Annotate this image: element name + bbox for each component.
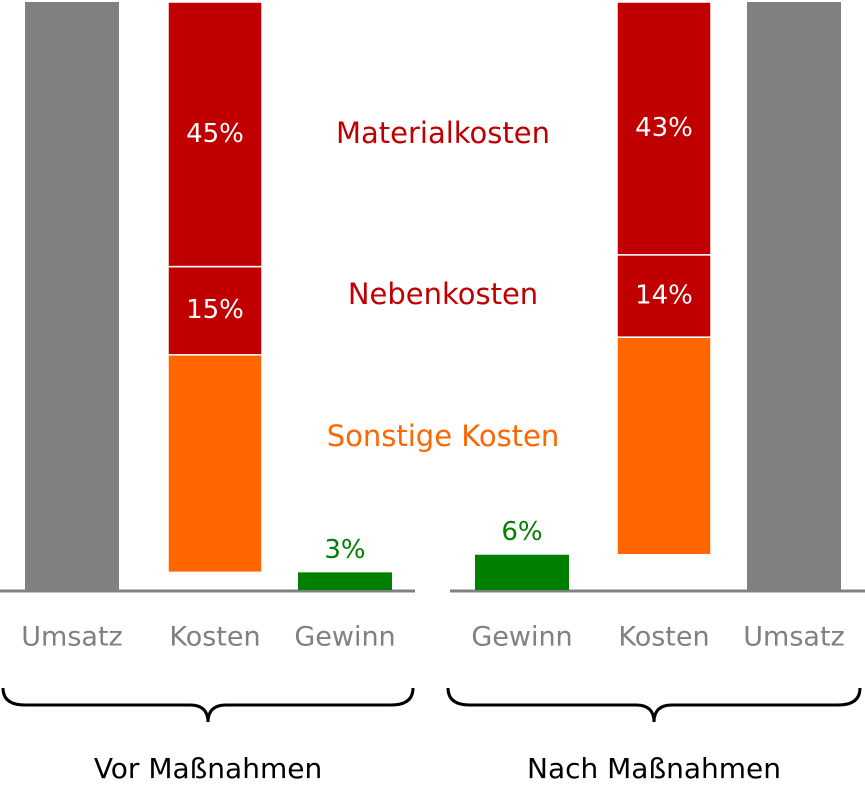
- x-tick-label: Gewinn: [294, 622, 395, 653]
- x-tick-label: Umsatz: [21, 622, 122, 653]
- bar: [298, 572, 392, 590]
- brace: [446, 687, 862, 723]
- bar-segment: [167, 265, 263, 356]
- value-label: 6%: [501, 517, 542, 547]
- value-label: 45%: [186, 119, 244, 149]
- legend-label: Nebenkosten: [348, 277, 538, 311]
- value-label: 14%: [635, 281, 693, 311]
- bar: [747, 2, 841, 590]
- bar: [475, 554, 569, 590]
- bar-segment: [167, 1, 263, 268]
- x-tick-label: Kosten: [169, 622, 260, 653]
- x-tick-label: Kosten: [618, 622, 709, 653]
- legend-label: Sonstige Kosten: [327, 419, 560, 453]
- bar-segment: [616, 254, 712, 338]
- bar-segment: [616, 1, 712, 256]
- panel-label: Nach Maßnahmen: [527, 752, 781, 785]
- bar-segment: [167, 354, 263, 574]
- value-label: 43%: [635, 113, 693, 143]
- x-tick-label: Umsatz: [743, 622, 844, 653]
- bar-segment: [616, 336, 712, 556]
- value-label: 15%: [186, 295, 244, 325]
- panel-label: Vor Maßnahmen: [94, 752, 322, 785]
- x-tick-label: Gewinn: [471, 622, 572, 653]
- value-label: 3%: [324, 535, 365, 565]
- bar: [25, 2, 119, 590]
- brace: [1, 687, 415, 723]
- legend-label: Materialkosten: [336, 116, 550, 150]
